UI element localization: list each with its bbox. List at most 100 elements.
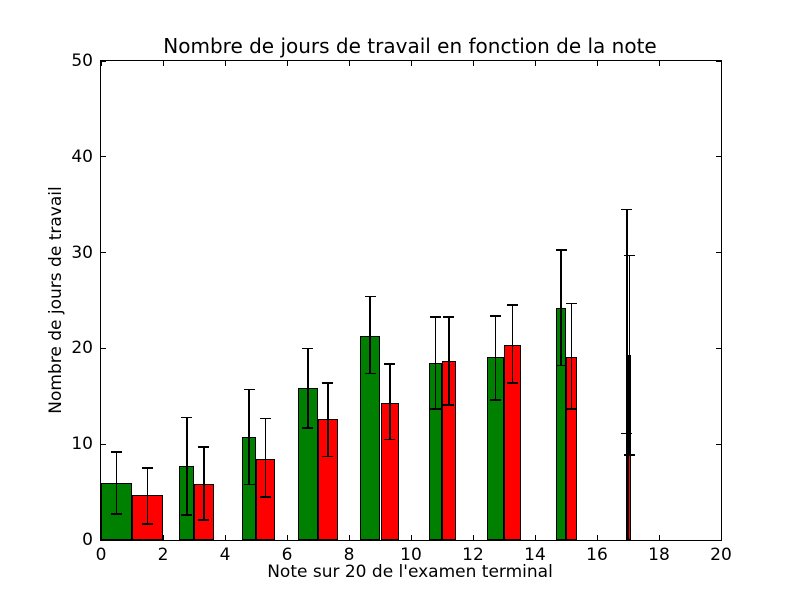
- y-tick-label: 30: [71, 242, 93, 263]
- green-error-cap-top: [364, 295, 376, 298]
- red-error-cap-top: [507, 304, 519, 307]
- red-error-cap-top: [198, 446, 210, 448]
- x-tick-bottom: [286, 535, 288, 540]
- green-error-cap-top: [181, 416, 193, 419]
- red-error-cap-top: [142, 467, 153, 469]
- green-error-cap-bottom: [555, 364, 567, 367]
- green-error-cap-bottom: [302, 427, 314, 429]
- green-error-bar: [626, 209, 628, 434]
- x-tick-label: 16: [586, 545, 608, 565]
- x-tick-top: [286, 61, 288, 66]
- red-error-cap-top: [384, 362, 396, 365]
- x-tick-label: 8: [343, 545, 355, 565]
- green-error-cap-top: [621, 208, 633, 211]
- red-error-bar: [388, 363, 391, 440]
- green-error-cap-top: [555, 248, 567, 251]
- x-tick-top: [658, 61, 660, 66]
- green-error-cap-bottom: [364, 372, 376, 375]
- x-tick-top: [410, 61, 412, 66]
- green-error-bar: [115, 451, 118, 515]
- y-tick-left: [101, 443, 106, 445]
- red-error-cap-top: [322, 382, 334, 384]
- x-tick-bottom: [720, 535, 722, 540]
- green-error-bar: [307, 348, 309, 428]
- y-axis-label: Nombre de jours de travail: [46, 186, 66, 414]
- x-tick-bottom: [348, 535, 350, 540]
- red-error-bar: [326, 382, 329, 457]
- x-tick-top: [224, 61, 226, 66]
- y-tick-right: [716, 347, 721, 349]
- y-tick-left: [101, 347, 106, 349]
- x-tick-label: 0: [95, 545, 107, 565]
- green-error-cap-bottom: [111, 513, 122, 515]
- y-tick-label: 50: [71, 51, 93, 71]
- x-tick-bottom: [534, 535, 536, 540]
- x-tick-label: 10: [400, 545, 422, 565]
- x-tick-bottom: [410, 535, 412, 540]
- red-error-cap-bottom: [507, 382, 519, 384]
- y-tick-right: [716, 252, 721, 254]
- y-tick-left: [101, 156, 106, 158]
- x-tick-bottom: [472, 535, 474, 540]
- red-error-bar: [264, 418, 267, 497]
- red-error-bar: [511, 305, 514, 383]
- y-tick-left: [101, 252, 106, 254]
- green-error-cap-top: [243, 388, 255, 391]
- red-error-bar: [448, 316, 450, 405]
- y-tick-left: [101, 60, 106, 62]
- x-tick-bottom: [162, 535, 164, 540]
- green-error-cap-bottom: [489, 399, 501, 401]
- x-tick-label: 18: [648, 545, 670, 565]
- green-error-cap-top: [489, 315, 501, 317]
- x-axis-label: Note sur 20 de l'examen terminal: [267, 562, 553, 582]
- red-error-cap-top: [443, 315, 455, 318]
- red-error-cap-top: [565, 302, 577, 305]
- green-error-bar: [434, 316, 437, 409]
- x-tick-top: [720, 61, 722, 66]
- green-error-cap-bottom: [429, 407, 441, 410]
- red-error-cap-bottom: [565, 407, 577, 410]
- red-error-cap-bottom: [259, 496, 271, 498]
- red-error-cap-bottom: [322, 455, 334, 458]
- green-error-bar: [560, 249, 562, 366]
- green-error-bar: [369, 296, 372, 374]
- x-tick-top: [348, 61, 350, 66]
- red-error-cap-bottom: [198, 519, 210, 521]
- x-tick-top: [596, 61, 598, 66]
- y-tick-right: [716, 60, 721, 62]
- y-tick-right: [716, 156, 721, 158]
- x-tick-top: [534, 61, 536, 66]
- x-tick-label: 20: [710, 545, 732, 565]
- y-tick-label: 10: [71, 434, 93, 455]
- red-error-cap-bottom: [624, 453, 636, 456]
- green-error-bar: [185, 417, 188, 516]
- y-tick-right: [716, 539, 721, 541]
- green-error-cap-top: [302, 347, 314, 350]
- chart-title: Nombre de jours de travail en fonction d…: [163, 34, 657, 58]
- x-tick-bottom: [224, 535, 226, 540]
- x-tick-top: [472, 61, 474, 66]
- red-error-bar: [570, 303, 573, 409]
- x-tick-label: 2: [157, 545, 169, 565]
- y-tick-label: 20: [71, 338, 93, 359]
- red-error-cap-bottom: [384, 438, 396, 441]
- y-tick-left: [101, 539, 106, 541]
- x-tick-label: 4: [219, 545, 231, 565]
- x-tick-bottom: [596, 535, 598, 540]
- x-tick-label: 12: [462, 545, 484, 565]
- plot-area: 0 2 4 6 8 10 12 14 16 18 20 0 10 20 30 40 50: [71, 51, 731, 565]
- green-error-cap-bottom: [621, 432, 633, 435]
- red-error-bar: [628, 255, 631, 455]
- green-error-bar: [248, 389, 250, 485]
- red-error-cap-bottom: [443, 404, 455, 406]
- y-tick-right: [716, 443, 721, 445]
- y-tick-label: 40: [71, 146, 93, 167]
- green-error-cap-bottom: [243, 483, 255, 486]
- x-tick-top: [100, 61, 102, 66]
- green-error-cap-top: [429, 315, 441, 318]
- x-tick-bottom: [100, 535, 102, 540]
- x-tick-top: [162, 61, 164, 66]
- red-error-cap-top: [624, 254, 636, 257]
- x-tick-label: 6: [281, 545, 293, 565]
